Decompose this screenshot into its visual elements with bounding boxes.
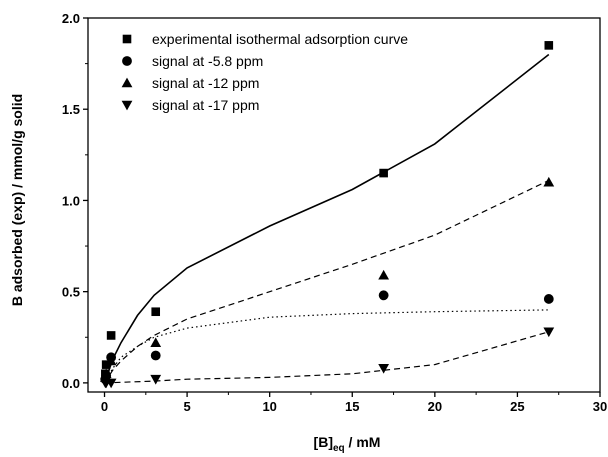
x-axis-label-unit: / mM (345, 434, 381, 450)
legend-label: signal at -5.8 ppm (152, 53, 263, 69)
data-point-triangle-down (543, 327, 555, 338)
data-point-triangle-down (105, 378, 117, 389)
x-axis-label: [B]eq / mM (314, 434, 381, 454)
data-point-triangle-up (150, 337, 162, 348)
legend-marker-square (122, 34, 132, 44)
data-point-triangle-up (543, 176, 555, 187)
fit-line-3 (103, 309, 549, 384)
x-tick-label: 5 (183, 399, 190, 414)
x-tick-label: 15 (345, 399, 359, 414)
y-tick-label: 2.0 (62, 11, 80, 26)
fit-line-4 (104, 331, 549, 384)
x-axis-label-subscript: eq (333, 443, 345, 454)
data-point-triangle-down (378, 363, 390, 374)
legend-marker-triangle-down (121, 100, 133, 111)
x-tick-label: 30 (593, 399, 607, 414)
legend: experimental isothermal adsorption curve… (121, 31, 408, 113)
y-tick-label: 1.0 (62, 193, 80, 208)
y-axis-label: B adsorbed (exp) / mmol/g solid (9, 94, 25, 306)
data-point-square (106, 331, 116, 340)
x-tick-label: 25 (510, 399, 524, 414)
legend-marker-circle (122, 56, 132, 66)
axes-layer: 0 5 10 15 20 25 30 0.0 0.5 1.0 1.5 2.0 (62, 11, 607, 414)
data-point-triangle-up (378, 269, 390, 280)
legend-marker-triangle-up (121, 77, 133, 88)
x-axis-label-main: [B] (314, 434, 333, 450)
markers-layer (99, 41, 555, 389)
data-point-square (544, 41, 554, 50)
data-point-triangle-up (100, 368, 112, 379)
data-point-circle (150, 350, 161, 361)
data-point-square (379, 168, 388, 178)
fit-line-2 (103, 179, 550, 384)
legend-label: experimental isothermal adsorption curve (152, 31, 408, 47)
data-point-square (151, 307, 161, 317)
data-point-triangle-up (105, 355, 117, 366)
data-point-circle (543, 294, 554, 304)
data-point-triangle-down (150, 374, 162, 385)
x-tick-label: 20 (428, 399, 442, 414)
data-point-circle (378, 290, 389, 301)
x-tick-label: 0 (101, 399, 108, 414)
y-tick-label: 0.5 (62, 285, 80, 300)
y-tick-label: 1.5 (62, 102, 80, 117)
y-tick-label: 0.0 (62, 376, 80, 391)
x-tick-label: 10 (262, 399, 276, 414)
legend-label: signal at -17 ppm (152, 97, 259, 113)
legend-label: signal at -12 ppm (152, 75, 259, 91)
fit-lines-layer (103, 53, 550, 384)
plot-frame (87, 17, 601, 393)
fit-line-1 (103, 53, 550, 384)
